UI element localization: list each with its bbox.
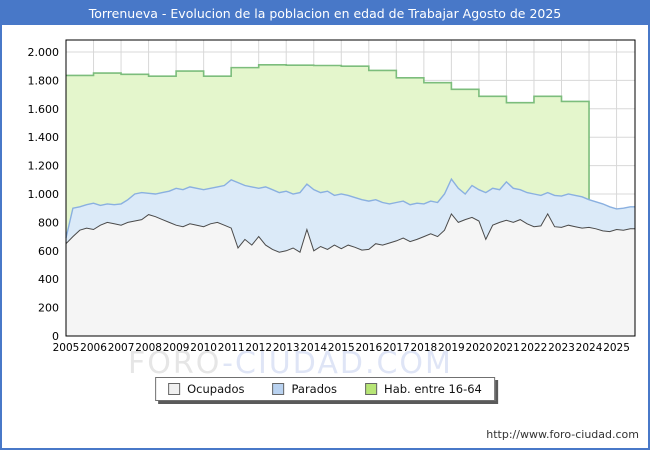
svg-text:400: 400 [38, 273, 59, 286]
series-parados-area [66, 179, 635, 336]
series-ocupados-area [66, 213, 635, 336]
svg-text:2006: 2006 [80, 342, 107, 354]
legend-label-hab: Hab. entre 16-64 [384, 382, 482, 396]
gridlines [66, 40, 635, 336]
svg-text:600: 600 [38, 245, 59, 258]
chart-legend: Ocupados Parados Hab. entre 16-64 [155, 377, 495, 401]
svg-text:0: 0 [52, 330, 59, 343]
svg-text:2005: 2005 [53, 342, 80, 354]
plot-border [65, 39, 636, 337]
svg-text:2020: 2020 [466, 342, 493, 354]
series-parados-line [65, 177, 635, 239]
foro-ciudad-link[interactable]: http://www.foro-ciudad.com [486, 428, 639, 441]
series-hab-area [66, 64, 590, 336]
legend-item-ocupados: Ocupados [168, 382, 244, 396]
legend-swatch-parados [272, 383, 285, 395]
watermark-part1: FORO [128, 346, 223, 381]
legend-item-parados: Parados [272, 382, 337, 396]
page-title: Torrenueva - Evolucion de la poblacion e… [2, 2, 648, 25]
svg-text:1.400: 1.400 [28, 131, 60, 144]
watermark: FORO-CIUDAD.COM [128, 346, 453, 381]
legend-swatch-ocupados [168, 383, 181, 395]
legend-label-parados: Parados [291, 382, 338, 396]
svg-text:2025: 2025 [603, 342, 630, 354]
svg-text:1.600: 1.600 [28, 103, 60, 116]
svg-text:2024: 2024 [576, 342, 603, 354]
legend-label-ocupados: Ocupados [187, 382, 245, 396]
watermark-part2: -CIUDAD.COM [222, 346, 453, 381]
legend-swatch-hab [365, 383, 378, 395]
svg-text:2.000: 2.000 [28, 46, 60, 59]
svg-text:1.000: 1.000 [28, 188, 60, 201]
svg-text:2023: 2023 [548, 342, 575, 354]
svg-text:1.800: 1.800 [28, 74, 60, 87]
svg-text:800: 800 [38, 216, 59, 229]
y-axis-labels: 0 200 400 600 800 1.000 1.200 1.400 1.600 1.800 2.… [28, 46, 60, 343]
svg-text:1.200: 1.200 [28, 160, 60, 173]
svg-text:2021: 2021 [493, 342, 520, 354]
svg-text:2022: 2022 [521, 342, 548, 354]
series-ocupados-line [65, 212, 635, 253]
series-hab-line [66, 63, 590, 336]
svg-text:200: 200 [38, 302, 59, 315]
plot-background [66, 40, 635, 336]
legend-item-hab: Hab. entre 16-64 [365, 382, 482, 396]
